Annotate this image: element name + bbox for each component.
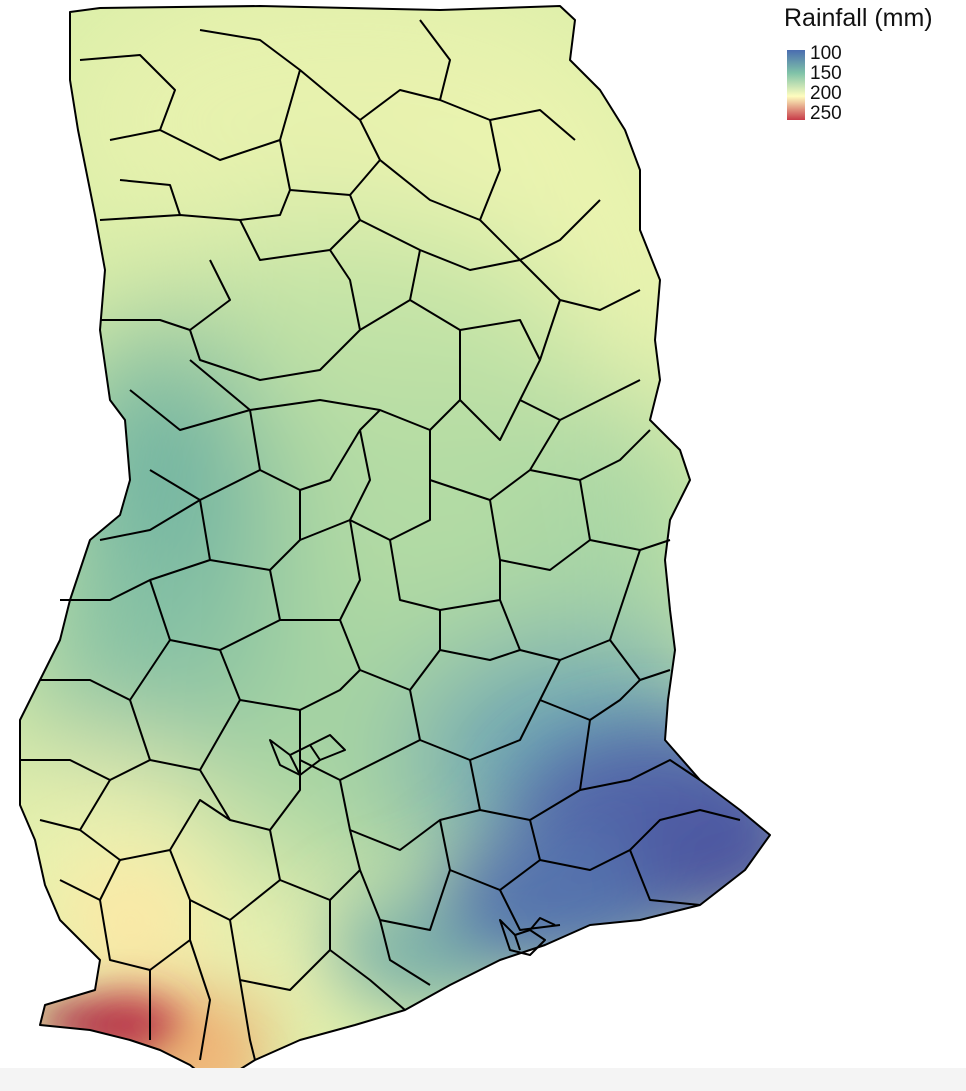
- legend-colorbar: [787, 50, 805, 120]
- legend-tick-150: 150: [810, 63, 842, 84]
- footer-strip: [0, 1068, 966, 1091]
- legend-tick-100: 100: [810, 43, 842, 64]
- legend-tick-250: 250: [810, 103, 842, 124]
- legend: Rainfall (mm) 100 150 200 250: [784, 4, 964, 134]
- legend-title: Rainfall (mm): [784, 4, 933, 32]
- legend-tick-200: 200: [810, 83, 842, 104]
- district-boundaries: [19, 5, 771, 1086]
